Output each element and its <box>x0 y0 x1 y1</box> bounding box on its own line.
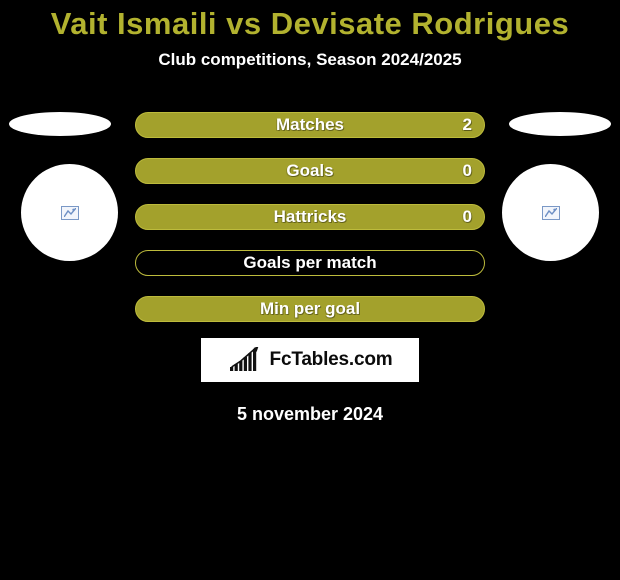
bar-chart-icon <box>228 347 264 373</box>
comparison-stage: Matches 2 Goals 0 Hattricks 0 Goals per match M… <box>0 112 620 322</box>
stat-label: Min per goal <box>260 299 360 319</box>
stat-bar-goals: Goals 0 <box>135 158 485 184</box>
stat-label: Goals per match <box>243 253 376 273</box>
stat-bar-hattricks: Hattricks 0 <box>135 204 485 230</box>
stat-value-right: 0 <box>463 161 472 181</box>
stat-value-right: 0 <box>463 207 472 227</box>
stat-bar-goals-per-match: Goals per match <box>135 250 485 276</box>
stat-label: Hattricks <box>274 207 347 227</box>
stat-value-right: 2 <box>463 115 472 135</box>
player-right-ellipse <box>509 112 611 136</box>
player-right-badge <box>502 164 599 261</box>
player-left-badge <box>21 164 118 261</box>
stat-bars: Matches 2 Goals 0 Hattricks 0 Goals per match M… <box>135 112 485 322</box>
image-placeholder-icon <box>61 206 79 220</box>
date-label: 5 november 2024 <box>0 404 620 425</box>
stat-bar-min-per-goal: Min per goal <box>135 296 485 322</box>
logo-text: FcTables.com <box>270 349 393 371</box>
stat-bar-matches: Matches 2 <box>135 112 485 138</box>
page-subtitle: Club competitions, Season 2024/2025 <box>0 50 620 70</box>
fctables-logo: FcTables.com <box>201 338 419 382</box>
stat-label: Matches <box>276 115 344 135</box>
image-placeholder-icon <box>542 206 560 220</box>
player-left-ellipse <box>9 112 111 136</box>
stat-label: Goals <box>286 161 333 181</box>
page-title: Vait Ismaili vs Devisate Rodrigues <box>0 0 620 42</box>
